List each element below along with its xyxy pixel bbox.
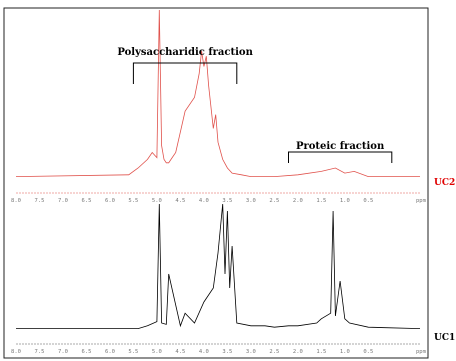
- tick-label: 4.0: [199, 198, 209, 204]
- uc1-spectrum-panel: 8.0 7.5 7.0 6.5 6.0 5.5 5.0 4.5 4.0 3.5 3.0 2.5 2.0 1…: [11, 203, 455, 355]
- tick-label: 0.5: [363, 349, 373, 355]
- tick-label: 5.0: [152, 349, 162, 355]
- tick-label: 4.5: [175, 349, 185, 355]
- tick-label: 7.0: [58, 349, 68, 355]
- tick-label: 6.0: [105, 198, 115, 204]
- tick-label: 6.5: [82, 198, 92, 204]
- tick-label: 6.5: [82, 349, 92, 355]
- tick-label: 8.0: [11, 349, 21, 355]
- tick-label: 3.0: [246, 349, 256, 355]
- uc2-spectrum-line: [15, 9, 420, 177]
- tick-label: 1.5: [316, 198, 326, 204]
- tick-label: 4.0: [199, 349, 209, 355]
- tick-label: 6.0: [105, 349, 115, 355]
- proteic-bracket: [288, 151, 393, 163]
- figure-frame: [3, 7, 429, 359]
- uc1-series-label: UC1: [434, 333, 455, 343]
- tick-label: 2.0: [293, 198, 303, 204]
- tick-label: 5.5: [128, 198, 138, 204]
- tick-label: 3.0: [246, 198, 256, 204]
- uc1-tick-labels: 8.0 7.5 7.0 6.5 6.0 5.5 5.0 4.5 4.0 3.5 3.0 2.5 2.0 1…: [11, 349, 373, 355]
- polysaccharidic-label: Polysaccharidic fraction: [117, 47, 253, 58]
- uc2-spectrum-panel: 8.0 7.5 7.0 6.5 6.0 5.5 5.0 4.5 4.0 3.5 3.0 2.5 2.0 1…: [11, 9, 455, 204]
- tick-label: 7.5: [35, 349, 45, 355]
- tick-label: 2.5: [269, 198, 279, 204]
- uc2-axis-unit: ppm: [416, 198, 427, 204]
- polysaccharidic-bracket: [132, 62, 238, 84]
- tick-label: 5.5: [128, 349, 138, 355]
- tick-label: 4.5: [175, 198, 185, 204]
- uc1-spectrum-line: [16, 203, 421, 329]
- tick-label: 7.5: [35, 198, 45, 204]
- tick-label: 8.0: [11, 198, 21, 204]
- tick-label: 1.0: [340, 349, 350, 355]
- uc1-axis-unit: ppm: [416, 349, 427, 355]
- tick-label: 5.0: [152, 198, 162, 204]
- tick-label: 7.0: [58, 198, 68, 204]
- uc2-series-label: UC2: [434, 178, 455, 188]
- proteic-label: Proteic fraction: [296, 141, 385, 152]
- uc2-tick-labels: 8.0 7.5 7.0 6.5 6.0 5.5 5.0 4.5 4.0 3.5 3.0 2.5 2.0 1…: [11, 198, 373, 204]
- tick-label: 2.0: [293, 349, 303, 355]
- tick-label: 2.5: [269, 349, 279, 355]
- tick-label: 3.5: [222, 349, 232, 355]
- tick-label: 1.5: [316, 349, 326, 355]
- tick-label: 0.5: [363, 198, 373, 204]
- tick-label: 1.0: [340, 198, 350, 204]
- fraction-annotations: Polysaccharidic fraction Proteic fractio…: [117, 47, 393, 163]
- tick-label: 3.5: [222, 198, 232, 204]
